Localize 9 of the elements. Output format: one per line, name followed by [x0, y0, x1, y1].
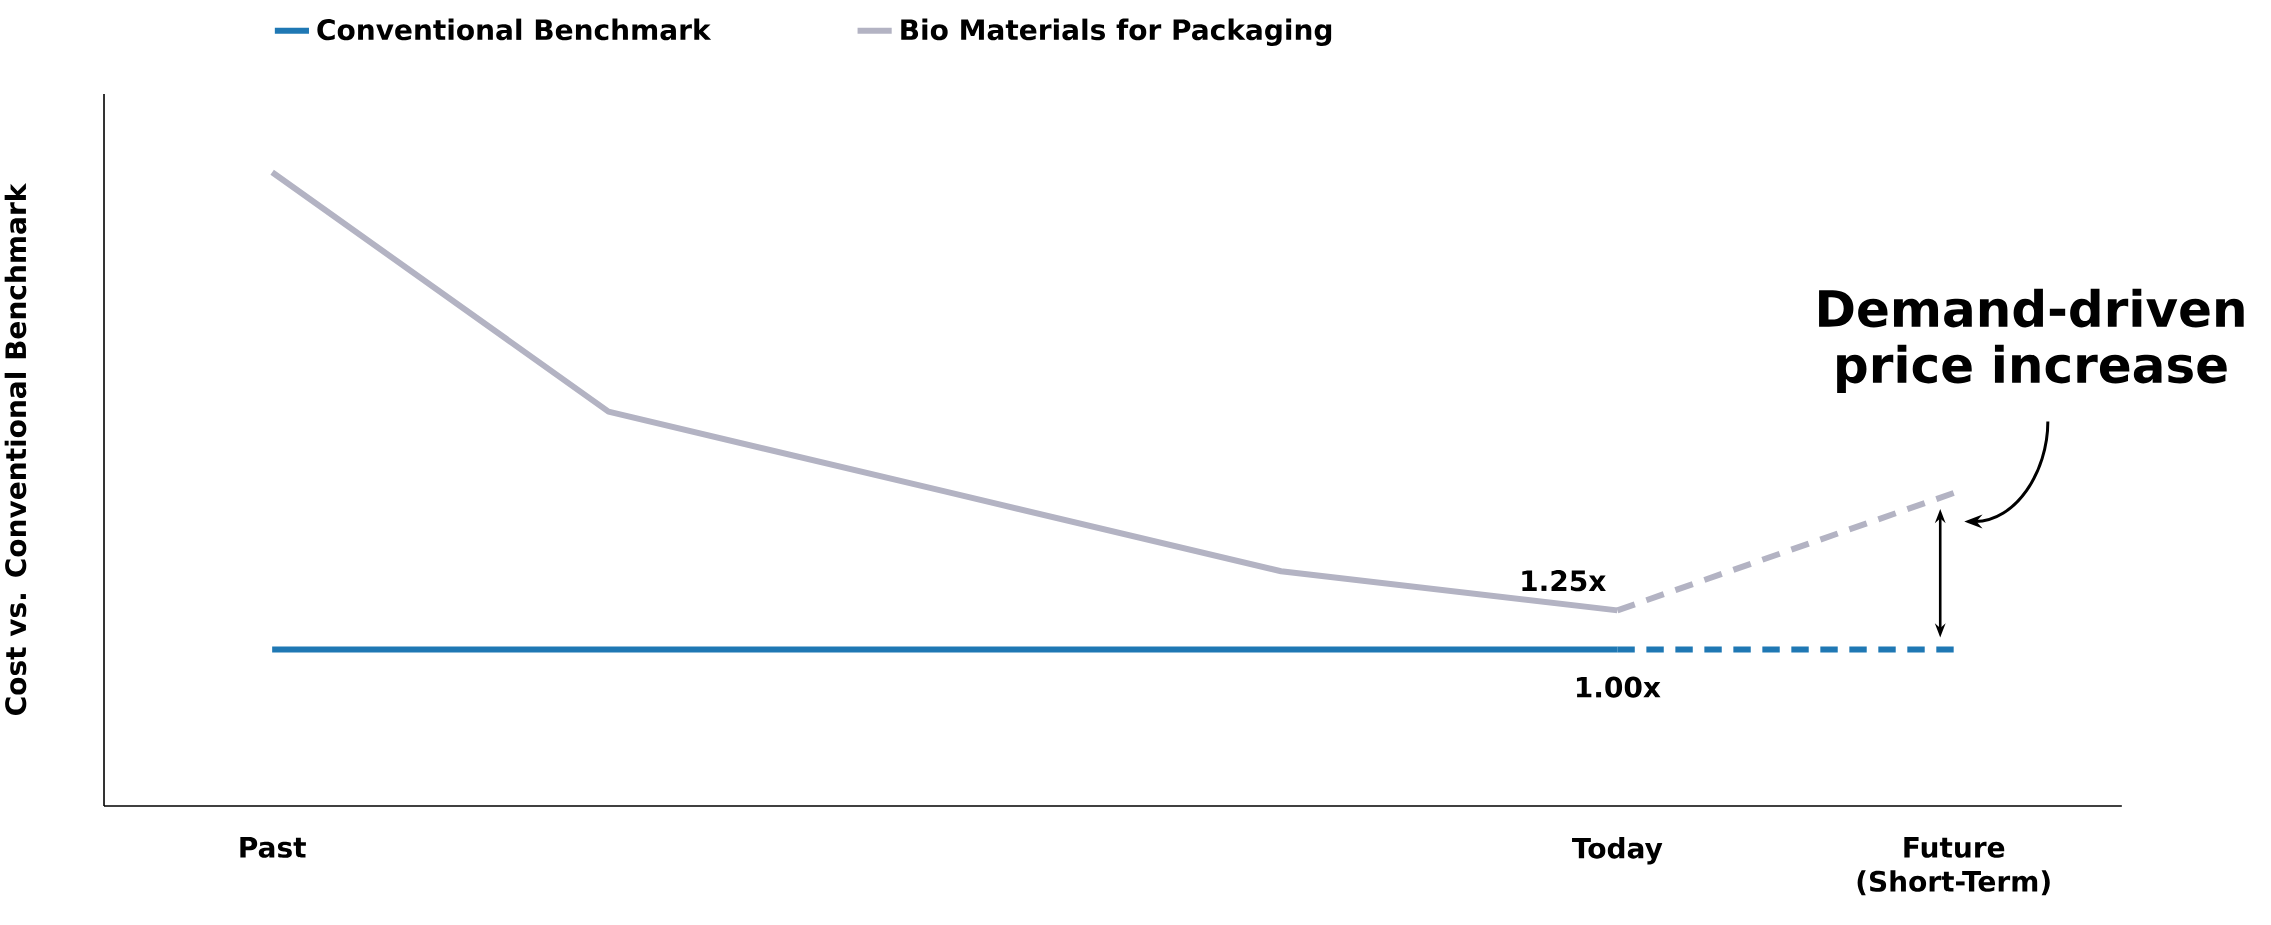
legend-label: Bio Materials for Packaging — [901, 18, 1332, 46]
x-tick-label: Future (Short-Term) — [1857, 837, 2050, 896]
data-label: 1.00x — [1576, 676, 1661, 698]
y-axis-title: Cost vs. Conventional Benchmark — [4, 183, 27, 715]
legend-label: Conventional Benchmark — [317, 18, 712, 41]
x-tick-label: Today — [1572, 837, 1663, 865]
data-label: 1.25x — [1522, 570, 1606, 592]
x-tick-label: Past — [240, 837, 306, 858]
annotation: Demand-driven price increase — [1819, 288, 2244, 394]
